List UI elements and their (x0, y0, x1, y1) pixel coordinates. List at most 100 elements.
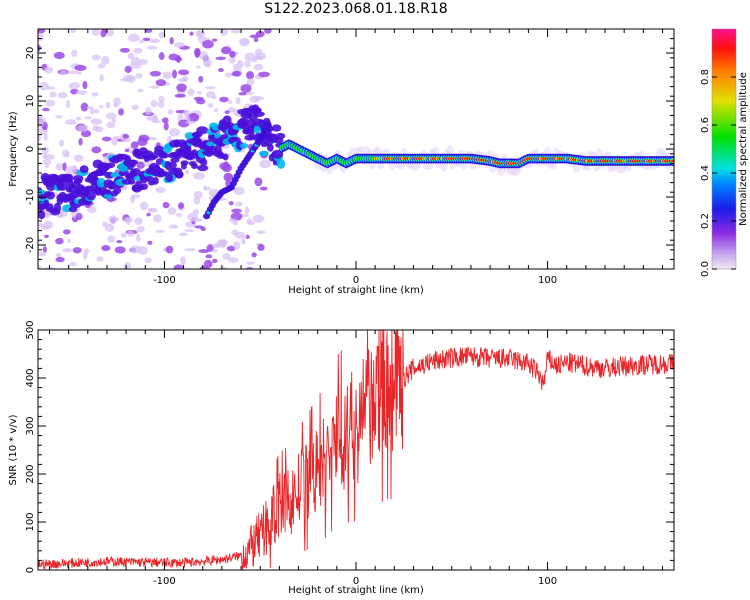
spectrogram-noise-blob (155, 79, 167, 87)
spectrogram-noise-blob (187, 88, 195, 96)
spectrogram-noise-blob (144, 257, 152, 264)
spectrogram-noise-blob (99, 104, 104, 109)
spectrogram-noise-blob (175, 212, 182, 218)
spectrogram-noise-blob (149, 70, 162, 77)
spectrogram-ridge-blob (127, 178, 136, 185)
spectrogram-noise-blob (77, 124, 89, 132)
spectrogram-noise-blob (253, 37, 259, 43)
spectrogram-noise-blob (53, 51, 65, 60)
spectrogram-noise-blob (42, 107, 50, 112)
spectrogram-ridge-blob (148, 153, 159, 160)
spectrogram-noise-blob (38, 223, 44, 227)
spectrogram-noise-blob (82, 80, 88, 90)
spectrogram-noise-blob (75, 116, 82, 121)
spectrogram-noise-blob (241, 236, 246, 245)
snr-y-tick-label: 100 (25, 512, 36, 531)
spectrogram-noise-blob (147, 208, 155, 212)
spectrogram-noise-blob (66, 238, 72, 244)
spectrogram-noise-blob (65, 99, 71, 109)
spectrogram-noise-blob (152, 214, 162, 223)
spectrogram-noise-blob (191, 218, 203, 222)
colorbar-frame (711, 28, 737, 270)
spectrogram-noise-blob (212, 243, 221, 249)
spectrogram-noise-blob (222, 253, 231, 260)
spectrogram-noise-blob (254, 177, 263, 187)
spectrogram-noise-blob (158, 95, 165, 103)
spectrogram-ridge-blob (105, 162, 116, 169)
spectrogram-noise-blob (75, 90, 88, 95)
spectrogram-noise-blob (230, 29, 242, 34)
spectrogram-noise-blob (38, 32, 45, 42)
snr-y-axis-label: SNR (10 * v/v) (8, 414, 19, 485)
spectrogram-noise-blob (235, 201, 243, 207)
spectrogram-noise-blob (56, 215, 64, 219)
spectrogram-noise-blob (146, 212, 151, 217)
snr-y-tick-label: 400 (25, 368, 36, 387)
spectrogram-ridge-blob (180, 162, 187, 170)
spectrogram-noise-blob (178, 69, 190, 76)
spectrogram-noise-blob (72, 247, 82, 254)
spectrogram-noise-blob (105, 101, 111, 109)
spectrogram-noise-blob (172, 69, 177, 79)
spectrogram-noise-blob (223, 172, 234, 182)
spectrogram-ridge-blob (275, 132, 286, 140)
spectrogram-ridge-blob (266, 143, 274, 152)
spectrogram-noise-blob (128, 33, 140, 42)
spectrogram-noise-blob (246, 261, 255, 265)
spectrogram-noise-blob (217, 67, 224, 73)
spectrogram-noise-blob (240, 84, 252, 93)
spectrogram-noise-blob (149, 85, 160, 89)
spectrogram-ridge-blob (131, 168, 141, 177)
spectrogram-ridge-core (670, 159, 674, 163)
spectrogram-noise-blob (130, 195, 136, 204)
spectrogram-noise-blob (157, 101, 165, 109)
spectrogram-noise-blob (233, 63, 239, 70)
spectrogram-noise-blob (69, 261, 77, 267)
spectrogram-noise-blob (56, 252, 61, 258)
spectrogram-noise-blob (130, 245, 142, 254)
spectrogram-noise-blob (193, 96, 204, 101)
spectrogram-noise-blob (211, 38, 218, 42)
spectrogram-noise-blob (38, 265, 42, 269)
snr-x-axis-label: Height of straight line (km) (288, 585, 424, 596)
spectrogram-noise-blob (55, 256, 65, 263)
spectrogram-noise-blob (122, 134, 130, 139)
spectrogram-noise-blob (135, 73, 143, 79)
spectrogram-ridge-blob (110, 172, 121, 178)
spectrogram-noise-blob (104, 223, 115, 232)
snr-y-tick-label: 500 (25, 320, 36, 339)
spectrogram-ridge-blob (53, 202, 62, 213)
spectrogram-noise-blob (105, 112, 117, 120)
spectrogram-noise-blob (236, 59, 244, 69)
spectrogram-ridge-blob (200, 158, 208, 167)
spectrogram-noise-blob (163, 122, 169, 131)
spectrogram-noise-blob (174, 93, 186, 98)
spectrogram-noise-blob (138, 58, 148, 65)
spectrogram-noise-blob (137, 88, 144, 93)
spectrogram-noise-blob (55, 114, 63, 119)
spectrogram-noise-blob (136, 161, 145, 170)
spectrogram-ridge-blob (258, 150, 269, 157)
spectrogram-noise-blob (84, 248, 90, 254)
spectrogram-noise-blob (161, 117, 169, 124)
spectrogram-ridge-blob (46, 191, 55, 200)
spectrogram-noise-blob (152, 114, 158, 123)
spectrogram-noise-blob (45, 86, 56, 90)
spectrogram-ridge-blob (193, 131, 200, 141)
spectrogram-noise-blob (43, 154, 55, 160)
spectrogram-noise-blob (202, 39, 214, 49)
spectrogram-noise-blob (206, 244, 214, 252)
spectrogram-noise-blob (67, 70, 79, 75)
spectrogram-ridge-blob (165, 173, 174, 183)
spectrogram-noise-blob (80, 102, 89, 112)
spectrogram-noise-blob (145, 106, 152, 116)
spectrogram-noise-blob (111, 137, 118, 146)
spectrogram-noise-blob (100, 55, 110, 65)
spectrogram-noise-blob (228, 218, 238, 223)
spectrogram-ridge-blob (197, 164, 209, 172)
spectrogram-ridge-blob (154, 145, 164, 152)
spectrogram-noise-blob (238, 92, 247, 96)
spectrogram-branch-blob (264, 122, 272, 128)
spectrogram-noise-blob (133, 47, 143, 54)
